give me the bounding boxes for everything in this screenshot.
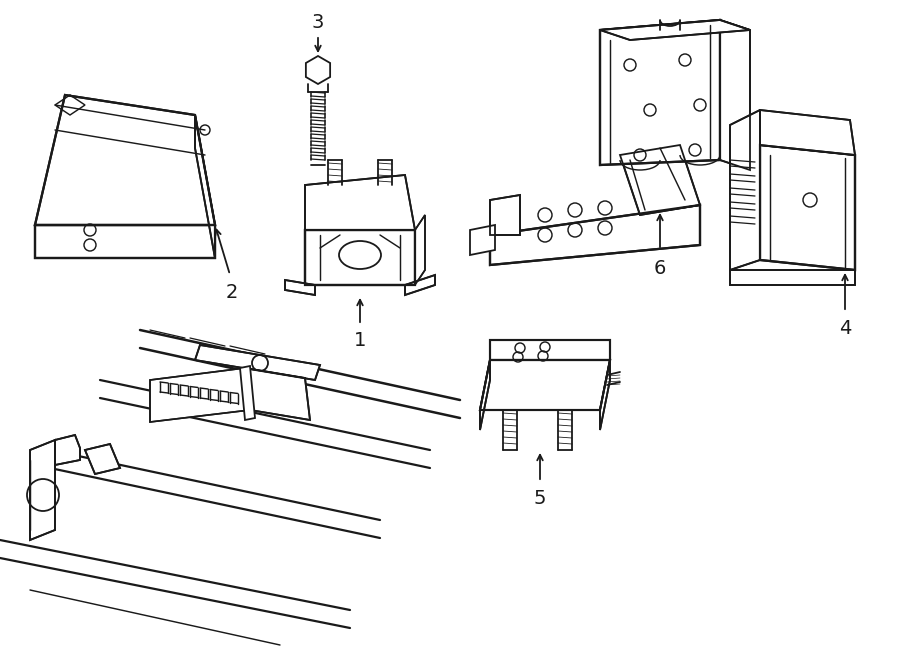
Polygon shape: [30, 440, 55, 540]
Polygon shape: [490, 230, 510, 265]
Polygon shape: [35, 95, 215, 225]
Polygon shape: [600, 360, 610, 430]
Text: 3: 3: [311, 13, 324, 32]
Polygon shape: [195, 345, 320, 380]
Polygon shape: [490, 340, 610, 360]
Polygon shape: [245, 368, 310, 420]
Polygon shape: [620, 145, 700, 215]
Polygon shape: [285, 280, 315, 295]
Polygon shape: [760, 110, 855, 155]
Polygon shape: [85, 444, 120, 474]
Polygon shape: [760, 145, 855, 270]
Polygon shape: [730, 270, 855, 285]
Text: 4: 4: [839, 319, 851, 338]
Polygon shape: [55, 435, 80, 465]
Polygon shape: [415, 215, 425, 285]
Polygon shape: [600, 20, 720, 165]
Text: 5: 5: [534, 488, 546, 508]
Polygon shape: [730, 110, 760, 270]
Polygon shape: [305, 175, 415, 230]
Polygon shape: [195, 115, 215, 258]
Polygon shape: [600, 20, 750, 40]
Polygon shape: [470, 225, 495, 255]
Polygon shape: [490, 205, 700, 265]
Text: 1: 1: [354, 330, 366, 350]
Polygon shape: [150, 368, 250, 422]
Polygon shape: [720, 20, 750, 170]
Polygon shape: [405, 275, 435, 295]
Polygon shape: [480, 360, 490, 430]
Polygon shape: [240, 366, 255, 420]
Polygon shape: [490, 195, 520, 235]
Polygon shape: [305, 230, 415, 285]
Polygon shape: [480, 360, 610, 410]
Text: 6: 6: [653, 258, 666, 278]
Text: 2: 2: [226, 282, 239, 301]
Polygon shape: [35, 225, 215, 258]
